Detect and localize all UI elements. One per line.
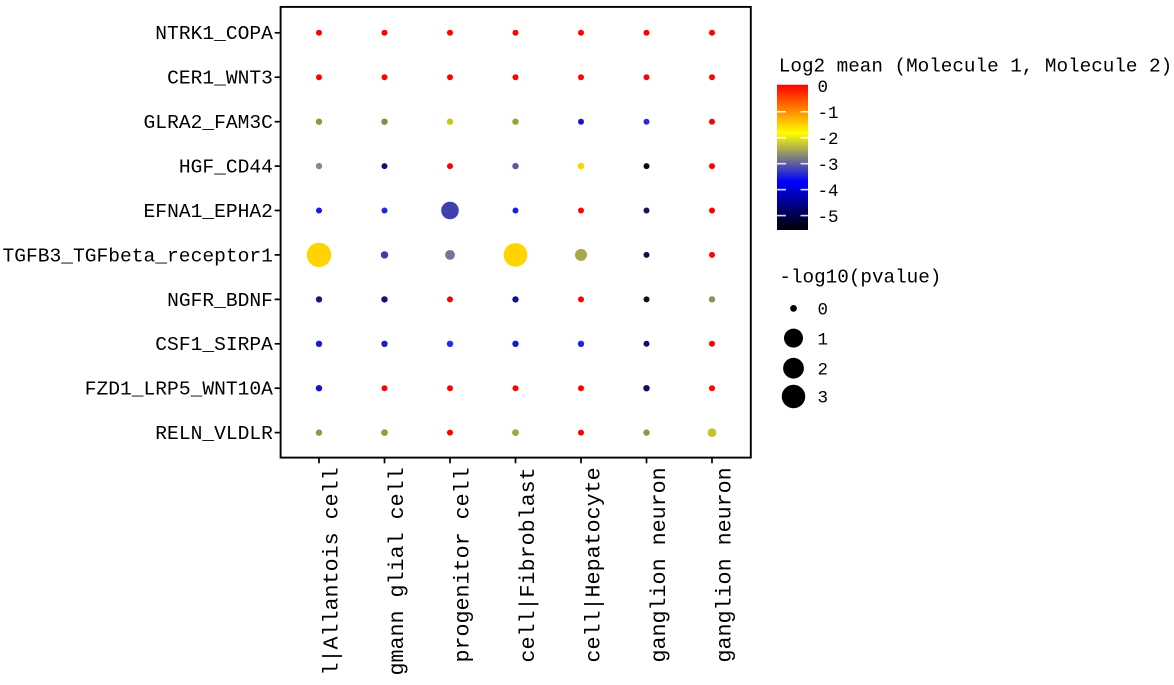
svg-text:l|Allantois cell: l|Allantois cell <box>320 467 345 675</box>
svg-text:0: 0 <box>818 301 829 321</box>
svg-text:-5: -5 <box>818 208 839 228</box>
svg-text:1: 1 <box>818 330 829 350</box>
svg-text:NGFR_BDNF: NGFR_BDNF <box>167 290 273 312</box>
svg-text:TGFB3_TGFbeta_receptor1: TGFB3_TGFbeta_receptor1 <box>2 245 272 267</box>
svg-text:ganglion neuron: ganglion neuron <box>647 467 672 662</box>
svg-text:gmann glial cell: gmann glial cell <box>385 467 410 675</box>
svg-text:-1: -1 <box>818 104 839 124</box>
svg-text:-log10(pvalue): -log10(pvalue) <box>779 267 941 289</box>
svg-text:FZD1_LRP5_WNT10A: FZD1_LRP5_WNT10A <box>85 379 273 401</box>
svg-text:progenitor cell: progenitor cell <box>451 467 476 662</box>
svg-text:NTRK1_COPA: NTRK1_COPA <box>155 23 273 45</box>
svg-text:EFNA1_EPHA2: EFNA1_EPHA2 <box>144 201 273 223</box>
svg-text:2: 2 <box>818 360 829 380</box>
svg-text:0: 0 <box>818 78 829 98</box>
svg-text:GLRA2_FAM3C: GLRA2_FAM3C <box>144 112 273 134</box>
svg-text:3: 3 <box>818 389 829 409</box>
svg-text:-2: -2 <box>818 130 839 150</box>
svg-text:CER1_WNT3: CER1_WNT3 <box>167 68 273 90</box>
svg-text:ganglion neuron: ganglion neuron <box>713 467 738 662</box>
svg-text:-3: -3 <box>818 156 839 176</box>
svg-text:-4: -4 <box>818 182 839 202</box>
svg-text:RELN_VLDLR: RELN_VLDLR <box>155 423 273 445</box>
svg-text:HGF_CD44: HGF_CD44 <box>179 157 273 179</box>
svg-text:Log2 mean (Molecule 1, Molecul: Log2 mean (Molecule 1, Molecule 2) <box>779 56 1172 78</box>
svg-text:cell|Hepatocyte: cell|Hepatocyte <box>582 467 607 662</box>
svg-text:CSF1_SIRPA: CSF1_SIRPA <box>155 334 273 356</box>
svg-text:cell|Fibroblast: cell|Fibroblast <box>516 467 541 662</box>
